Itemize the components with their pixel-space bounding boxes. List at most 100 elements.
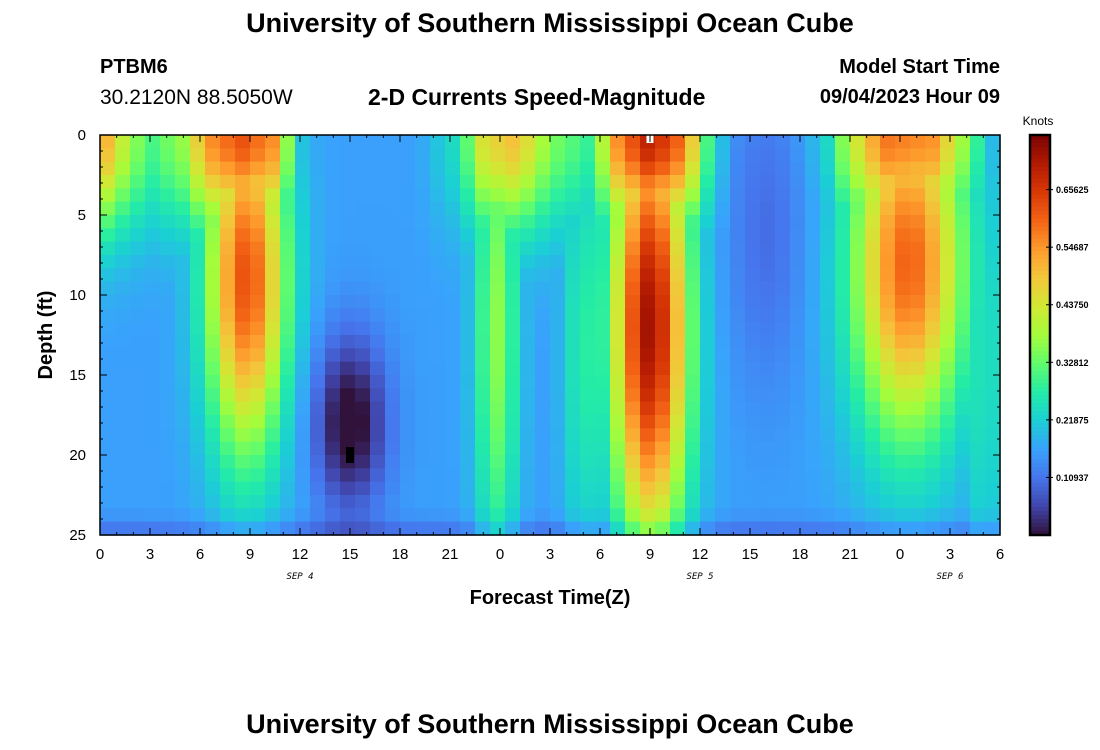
heatmap-cell — [160, 188, 176, 203]
heatmap-cell — [535, 441, 551, 456]
heatmap-cell — [490, 188, 506, 203]
heatmap-cell — [220, 468, 236, 483]
heatmap-cell — [865, 414, 881, 429]
heatmap-cell — [835, 481, 851, 496]
heatmap-cell — [190, 148, 206, 163]
heatmap-cell — [715, 308, 731, 323]
heatmap-cell — [475, 294, 491, 309]
y-tick-label: 10 — [69, 287, 86, 304]
heatmap-cell — [520, 161, 536, 176]
heatmap-cell — [625, 175, 641, 189]
heatmap-cell — [775, 175, 791, 189]
heatmap-cell — [250, 334, 266, 349]
heatmap-cell — [820, 481, 836, 496]
heatmap-cell — [280, 521, 296, 536]
heatmap-cell — [190, 481, 206, 496]
heatmap-cell — [340, 414, 356, 429]
y-tick-label: 15 — [69, 367, 86, 384]
heatmap-cell — [790, 494, 806, 509]
heatmap-cell — [265, 481, 281, 496]
heatmap-cell — [490, 388, 506, 403]
heatmap-cell — [835, 468, 851, 483]
heatmap-cell — [175, 521, 191, 536]
heatmap-cell — [115, 148, 131, 163]
x-tick-label: 0 — [96, 546, 104, 563]
heatmap-cell — [475, 334, 491, 349]
heatmap-cell — [580, 294, 596, 309]
colorbar-segment — [1030, 383, 1050, 388]
heatmap-cell — [145, 494, 161, 509]
heatmap-cell — [220, 334, 236, 349]
heatmap-cell — [400, 348, 416, 363]
colorbar-segment — [1030, 299, 1050, 304]
heatmap-cell — [160, 414, 176, 429]
heatmap-cell — [910, 508, 926, 523]
heatmap-cell — [655, 374, 671, 389]
heatmap-cell — [325, 348, 341, 363]
heatmap-cell — [910, 148, 926, 163]
heatmap-cell — [475, 215, 491, 229]
heatmap-cell — [430, 241, 446, 256]
heatmap-cell — [850, 241, 866, 256]
heatmap-cell — [145, 374, 161, 389]
heatmap-cell — [730, 228, 746, 243]
heatmap-cell — [265, 428, 281, 443]
heatmap-cell — [700, 401, 716, 416]
heatmap-cell — [895, 361, 911, 376]
heatmap-cell — [625, 281, 641, 296]
heatmap-cell — [400, 175, 416, 189]
heatmap-cell — [940, 255, 956, 269]
heatmap-cell — [325, 401, 341, 416]
heatmap-cell — [700, 494, 716, 509]
heatmap-cell — [370, 294, 386, 309]
heatmap-cell — [100, 454, 116, 469]
heatmap-cell — [865, 215, 881, 229]
heatmap-cell — [205, 348, 221, 363]
heatmap-cell — [205, 281, 221, 296]
heatmap-cell — [265, 135, 281, 149]
heatmap-cell — [550, 308, 566, 323]
colorbar-segment — [1030, 343, 1050, 348]
heatmap-cell — [685, 268, 701, 283]
heatmap-cell — [430, 481, 446, 496]
heatmap-cell — [520, 175, 536, 189]
heatmap-cell — [790, 454, 806, 469]
colorbar-segment — [1030, 463, 1050, 468]
heatmap-cell — [835, 228, 851, 243]
heatmap-cell — [910, 401, 926, 416]
heatmap-cell — [760, 135, 776, 149]
heatmap-cell — [535, 281, 551, 296]
heatmap-cell — [400, 521, 416, 536]
heatmap-cell — [130, 148, 146, 163]
heatmap-cell — [760, 268, 776, 283]
heatmap-cell — [805, 454, 821, 469]
heatmap-cell — [700, 374, 716, 389]
heatmap-cell — [430, 228, 446, 243]
heatmap-cell — [445, 308, 461, 323]
heatmap-cell — [610, 241, 626, 256]
heatmap-cell — [895, 468, 911, 483]
heatmap-cell — [505, 414, 521, 429]
heatmap-cell — [235, 361, 251, 376]
heatmap-cell — [355, 348, 371, 363]
heatmap-cell — [115, 361, 131, 376]
heatmap-cell — [775, 148, 791, 163]
heatmap-cell — [655, 215, 671, 229]
heatmap-cell — [805, 135, 821, 149]
heatmap-cell — [130, 348, 146, 363]
heatmap-cell — [850, 135, 866, 149]
page-title: University of Southern Mississippi Ocean… — [246, 8, 854, 38]
heatmap-cell — [685, 361, 701, 376]
heatmap-cell — [745, 361, 761, 376]
heatmap-cell — [340, 188, 356, 203]
heatmap-cell — [895, 241, 911, 256]
heatmap-cell — [655, 508, 671, 523]
heatmap-cell — [670, 255, 686, 269]
heatmap-cell — [565, 321, 581, 336]
heatmap-cell — [940, 201, 956, 216]
heatmap-cell — [445, 294, 461, 309]
heatmap-cell — [160, 228, 176, 243]
date-label: SEP 5 — [686, 572, 713, 582]
colorbar-segment — [1030, 259, 1050, 264]
heatmap-cell — [760, 215, 776, 229]
